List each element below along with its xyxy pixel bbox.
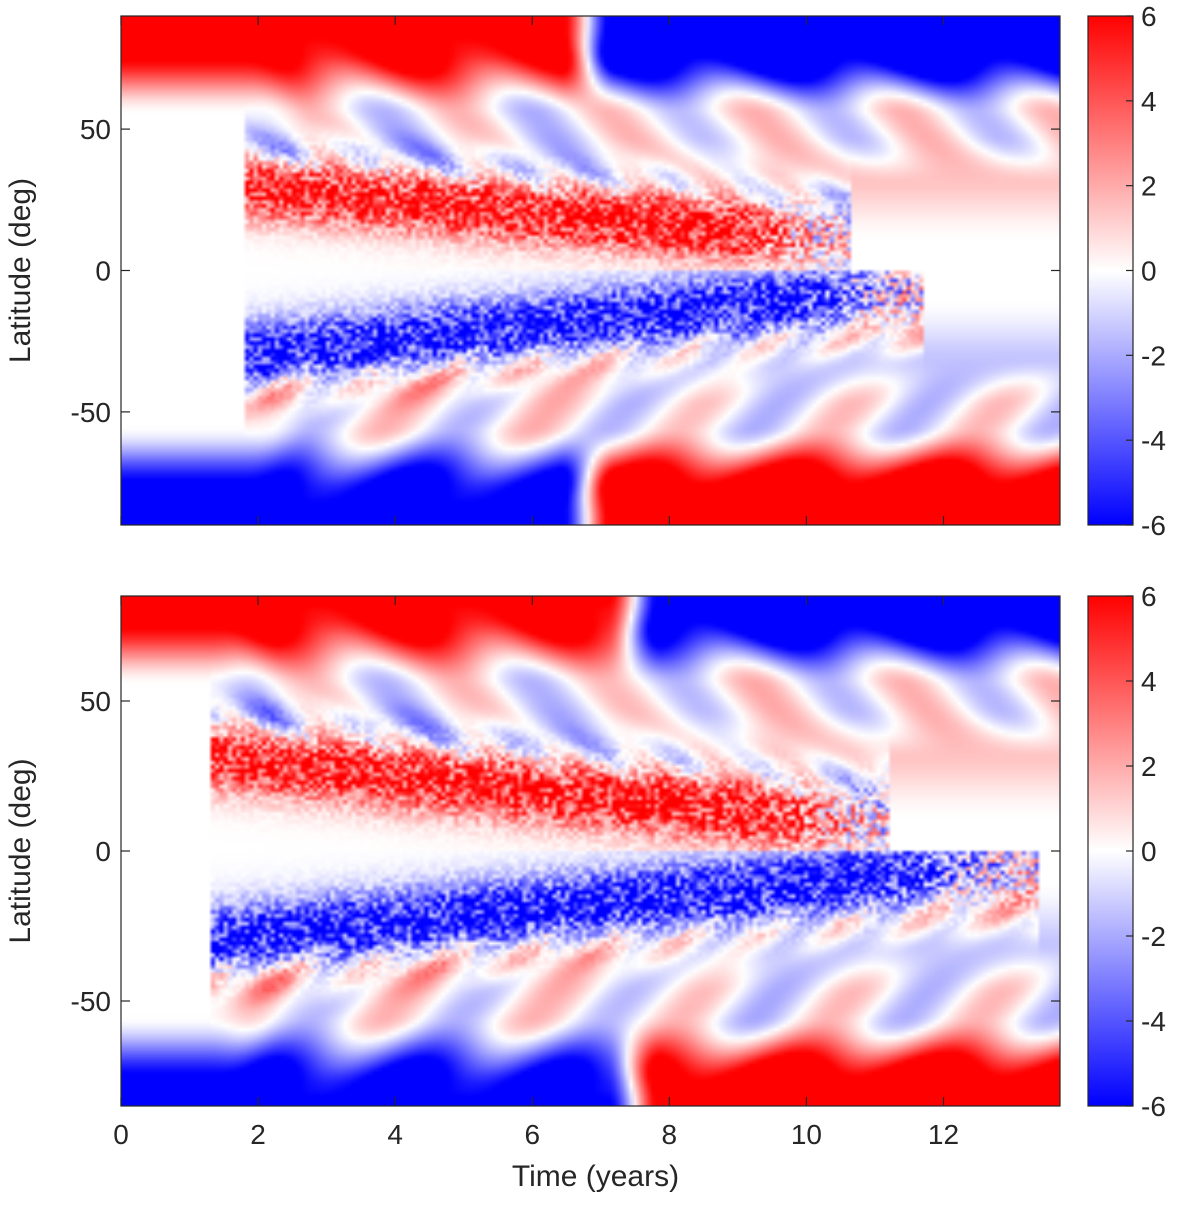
bottom-heatmap-chart: 50 0 -50 0 2 4 6 8 10 12 Latitude (deg) Time (years…	[4, 581, 1166, 1193]
top-ytick-label: -50	[71, 397, 111, 428]
top-ytick-label: 0	[95, 256, 111, 287]
top-ytick-label: 50	[80, 114, 111, 145]
bottom-xtick-label: 6	[524, 1119, 540, 1150]
top-colorbar-tick-label: -4	[1141, 425, 1166, 456]
top-heatmap-chart: 50 0 -50 Latitude (deg) 6 4 2 0 -2 -4 -6	[4, 1, 1166, 541]
bottom-ytick-label: -50	[71, 986, 111, 1017]
bottom-colorbar-tick-label: -6	[1141, 1091, 1166, 1122]
bottom-colorbar-tick-label: 6	[1141, 581, 1157, 612]
top-colorbar-tick-label: -2	[1141, 340, 1166, 371]
bottom-colorbar-tick-label: -4	[1141, 1006, 1166, 1037]
bottom-colorbar	[1087, 595, 1134, 1107]
bottom-ytick-label: 50	[80, 686, 111, 717]
bottom-xtick-label: 10	[791, 1119, 822, 1150]
top-ylabel: Latitude (deg)	[4, 178, 37, 363]
bottom-colorbar-tick-label: 4	[1141, 666, 1157, 697]
bottom-xtick-label: 12	[928, 1119, 959, 1150]
top-colorbar-tick-label: -6	[1141, 510, 1166, 541]
bottom-ylabel: Latitude (deg)	[4, 758, 37, 943]
bottom-ytick-label: 0	[95, 836, 111, 867]
bottom-xtick-label: 2	[250, 1119, 266, 1150]
bottom-colorbar-tick-label: 0	[1141, 836, 1157, 867]
bottom-xtick-label: 0	[113, 1119, 129, 1150]
top-colorbar	[1087, 15, 1134, 526]
top-colorbar-tick-label: 0	[1141, 256, 1157, 287]
top-colorbar-tick-label: 6	[1141, 1, 1157, 32]
top-panel: 50 0 -50 Latitude (deg) 6 4 2 0 -2 -4 -6	[0, 0, 1200, 560]
bottom-xlabel: Time (years)	[512, 1160, 679, 1193]
bottom-xtick-label: 4	[387, 1119, 403, 1150]
bottom-panel: 50 0 -50 0 2 4 6 8 10 12 Latitude (deg) Time (years…	[0, 580, 1200, 1209]
bottom-colorbar-tick-label: -2	[1141, 921, 1166, 952]
bottom-xtick-label: 8	[662, 1119, 678, 1150]
top-colorbar-tick-label: 2	[1141, 171, 1157, 202]
top-colorbar-tick-label: 4	[1141, 86, 1157, 117]
top-heatmap-image	[121, 16, 1060, 525]
bottom-colorbar-tick-label: 2	[1141, 751, 1157, 782]
bottom-heatmap-image	[121, 596, 1060, 1106]
